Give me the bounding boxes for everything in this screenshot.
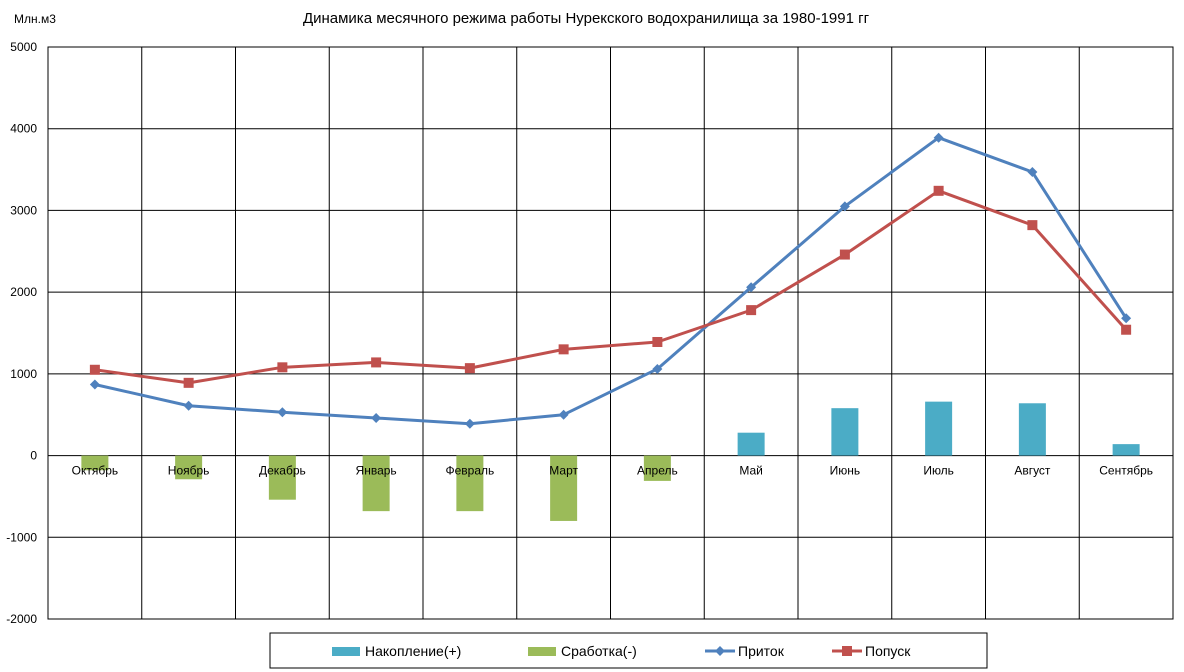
bar: [456, 455, 484, 512]
data-point: [1027, 167, 1038, 178]
data-point: [89, 379, 100, 390]
bar: [925, 401, 953, 456]
data-point: [839, 201, 850, 212]
data-point: [464, 418, 475, 429]
data-point: [1121, 324, 1132, 335]
data-point: [746, 305, 757, 316]
x-category-label: Июль: [923, 464, 954, 478]
data-point: [839, 249, 850, 260]
bar: [1112, 444, 1140, 456]
data-point: [277, 362, 288, 373]
bar: [268, 455, 296, 500]
data-point: [1027, 220, 1038, 231]
legend-label: Попуск: [865, 643, 911, 659]
y-tick-label: 2000: [10, 285, 37, 299]
x-axis-categories: Октябрь Ноябрь Декабрь Январь Февраль Март Апр…: [72, 464, 1153, 478]
y-tick-label: -2000: [6, 612, 37, 626]
data-point: [933, 132, 944, 143]
data-point: [652, 363, 663, 374]
bar: [737, 432, 765, 456]
bar: [362, 455, 390, 512]
plot-grid: [47, 46, 1174, 620]
data-point: [277, 407, 288, 418]
legend-box: [269, 632, 988, 669]
bar: [550, 455, 578, 521]
bar-series: [81, 401, 1140, 521]
legend-label: Накопление(+): [365, 643, 461, 659]
y-tick-label: 3000: [10, 203, 37, 217]
y-tick-label: 1000: [10, 367, 37, 381]
legend-label: Сработка(-): [561, 643, 637, 659]
bar: [831, 408, 859, 456]
series-line: [94, 136, 1128, 426]
data-point: [558, 409, 569, 420]
data-point: [371, 357, 382, 368]
data-point: [746, 282, 757, 293]
data-point: [933, 185, 944, 196]
x-category-label: Декабрь: [259, 464, 306, 478]
y-tick-label: 0: [30, 449, 37, 463]
y-axis-unit-label: Млн.м3: [14, 12, 56, 26]
data-point: [89, 364, 100, 375]
y-tick-label: 5000: [10, 40, 37, 54]
y-tick-label: 4000: [10, 122, 37, 136]
data-point: [558, 344, 569, 355]
y-tick-label: -1000: [6, 530, 37, 544]
x-category-label: Июнь: [830, 464, 861, 478]
x-category-label: Октябрь: [72, 464, 119, 478]
data-point: [652, 336, 663, 347]
x-category-label: Апрель: [637, 464, 678, 478]
x-category-label: Февраль: [445, 464, 494, 478]
x-category-label: Январь: [356, 464, 397, 478]
bar: [175, 455, 203, 480]
legend-label: Приток: [738, 643, 785, 659]
x-category-label: Август: [1014, 464, 1051, 478]
legend-swatch: [332, 647, 360, 656]
data-point: [183, 400, 194, 411]
x-category-label: Ноябрь: [168, 464, 210, 478]
bar: [81, 455, 109, 471]
y-axis-ticks: -2000 -1000 0 1000 2000 3000 4000 5000: [6, 40, 37, 626]
x-category-label: Май: [739, 464, 763, 478]
legend-swatch: [528, 647, 556, 656]
bar: [1018, 403, 1046, 456]
chart-title: Динамика месячного режима работы Нурекск…: [303, 10, 870, 27]
bar: [643, 455, 671, 481]
data-point: [371, 412, 382, 423]
data-point: [464, 363, 475, 374]
line-series: [89, 132, 1132, 429]
data-point: [1121, 313, 1132, 324]
data-point: [842, 646, 852, 656]
series-line: [94, 189, 1128, 385]
x-category-label: Март: [549, 464, 578, 478]
legend: Накопление(+) Сработка(-) Приток Попуск: [269, 632, 988, 669]
x-category-label: Сентябрь: [1099, 464, 1153, 478]
data-point: [715, 646, 725, 656]
data-point: [183, 377, 194, 388]
